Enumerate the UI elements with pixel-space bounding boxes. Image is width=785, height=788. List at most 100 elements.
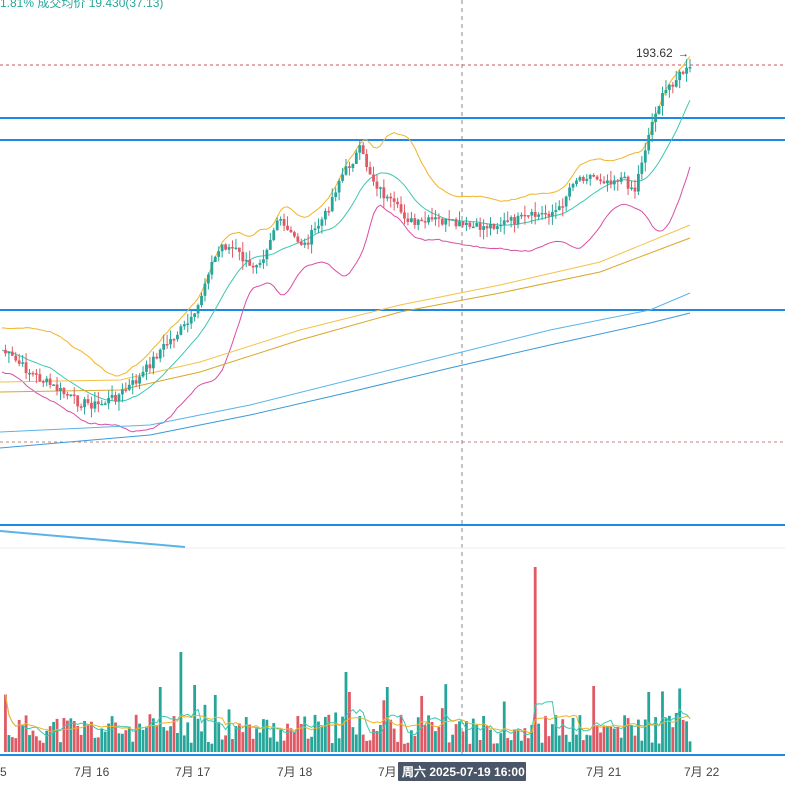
candle-body (626, 176, 630, 189)
volume-bar (581, 740, 585, 752)
candle-body (121, 389, 124, 395)
candle-body (458, 221, 461, 227)
volume-bar (303, 716, 307, 752)
volume-bar (110, 716, 114, 752)
volume-bar (241, 732, 245, 752)
volume-bar (10, 737, 14, 752)
candle-body (299, 241, 303, 245)
candle-body (348, 166, 351, 168)
candle-body (35, 373, 38, 375)
volume-bar (440, 708, 444, 752)
candle-body (28, 372, 31, 375)
candle-body (337, 180, 341, 193)
x-axis-tick-label: 7月 16 (74, 765, 110, 779)
candle-body (688, 67, 692, 69)
volume-bar (681, 719, 685, 752)
candle-body (279, 218, 283, 221)
candle-body (664, 89, 668, 94)
volume-bar (289, 728, 293, 752)
volume-bar (272, 723, 276, 752)
trend-line (0, 530, 186, 548)
candle-body (59, 387, 62, 391)
volume-bar (79, 734, 83, 752)
candle-body (516, 215, 520, 225)
candle-body (575, 180, 578, 185)
volume-bar (595, 725, 599, 752)
candle-body (189, 316, 193, 324)
bollinger-upper-line (1, 56, 691, 377)
candle-body (158, 349, 162, 359)
volume-bar (62, 718, 66, 752)
candle-body (4, 349, 7, 354)
volume-bar (69, 718, 73, 752)
candle-body (231, 247, 234, 249)
volume-bar (544, 715, 547, 752)
volume-bar (403, 743, 406, 752)
volume-bar (28, 735, 31, 752)
candle-body (447, 218, 451, 221)
candle-body (568, 187, 571, 197)
volume-bar (626, 718, 630, 752)
candle-body (45, 378, 49, 383)
candle-body (48, 378, 52, 385)
candle-body (286, 225, 289, 230)
volume-bar (585, 734, 589, 752)
volume-bar (165, 730, 169, 752)
candle-body (31, 372, 35, 375)
volume-bar (616, 726, 620, 752)
volume-bar (554, 715, 558, 752)
candle-body (293, 232, 296, 237)
volume-bar (103, 731, 107, 752)
volume-bar (210, 743, 214, 752)
candle-body (93, 401, 97, 409)
candle-body (537, 214, 541, 217)
volume-bar (251, 738, 255, 752)
candle-body (430, 217, 434, 220)
candle-body (413, 218, 417, 225)
candle-body (265, 249, 269, 260)
volume-bar (520, 740, 523, 752)
x-axis-tick-label: 7月 18 (277, 765, 313, 779)
candle-body (96, 401, 100, 405)
candle-body (138, 376, 141, 384)
volume-bar (262, 719, 265, 752)
candle-body (643, 150, 647, 163)
volume-bar (561, 719, 565, 752)
volume-bar (447, 742, 451, 752)
candle-body (461, 221, 465, 226)
candle-body (320, 219, 324, 226)
candle-body (272, 230, 276, 240)
candle-body (131, 380, 135, 385)
candle-body (557, 206, 561, 211)
volume-bar (678, 688, 682, 752)
x-axis-tick-label: 5 (0, 765, 7, 779)
volume-bar (389, 719, 393, 752)
volume-bar (657, 743, 661, 752)
volume-bar (379, 724, 382, 752)
candle-body (420, 219, 424, 222)
candle-body (62, 387, 66, 395)
candle-body (251, 265, 255, 268)
volume-bar (41, 742, 45, 752)
candle-body (585, 178, 589, 181)
candle-body (313, 228, 317, 231)
volume-bar (368, 740, 372, 752)
volume-bar (451, 734, 455, 752)
candle-body (52, 384, 55, 386)
candle-body (224, 244, 227, 250)
candle-body (107, 397, 111, 404)
candle-body (365, 154, 369, 168)
volume-bar (568, 741, 571, 752)
volume-bar (96, 737, 100, 752)
volume-bar (248, 724, 252, 752)
volume-bar (509, 740, 513, 752)
candle-body (41, 381, 45, 383)
candle-body (674, 80, 678, 87)
candle-body (671, 84, 675, 87)
volume-bar (516, 729, 520, 752)
volume-bar (434, 731, 437, 752)
candle-body (155, 356, 159, 359)
candle-body (592, 174, 596, 177)
